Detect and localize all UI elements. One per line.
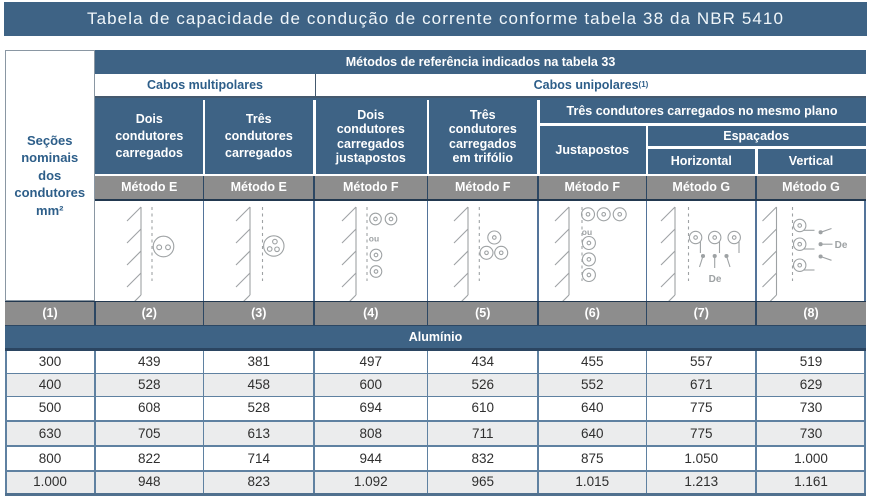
svg-text:De: De: [835, 240, 848, 251]
svg-text:De: De: [709, 274, 722, 285]
svg-text:ou: ou: [369, 233, 379, 243]
svg-text:ou: ou: [582, 227, 592, 237]
